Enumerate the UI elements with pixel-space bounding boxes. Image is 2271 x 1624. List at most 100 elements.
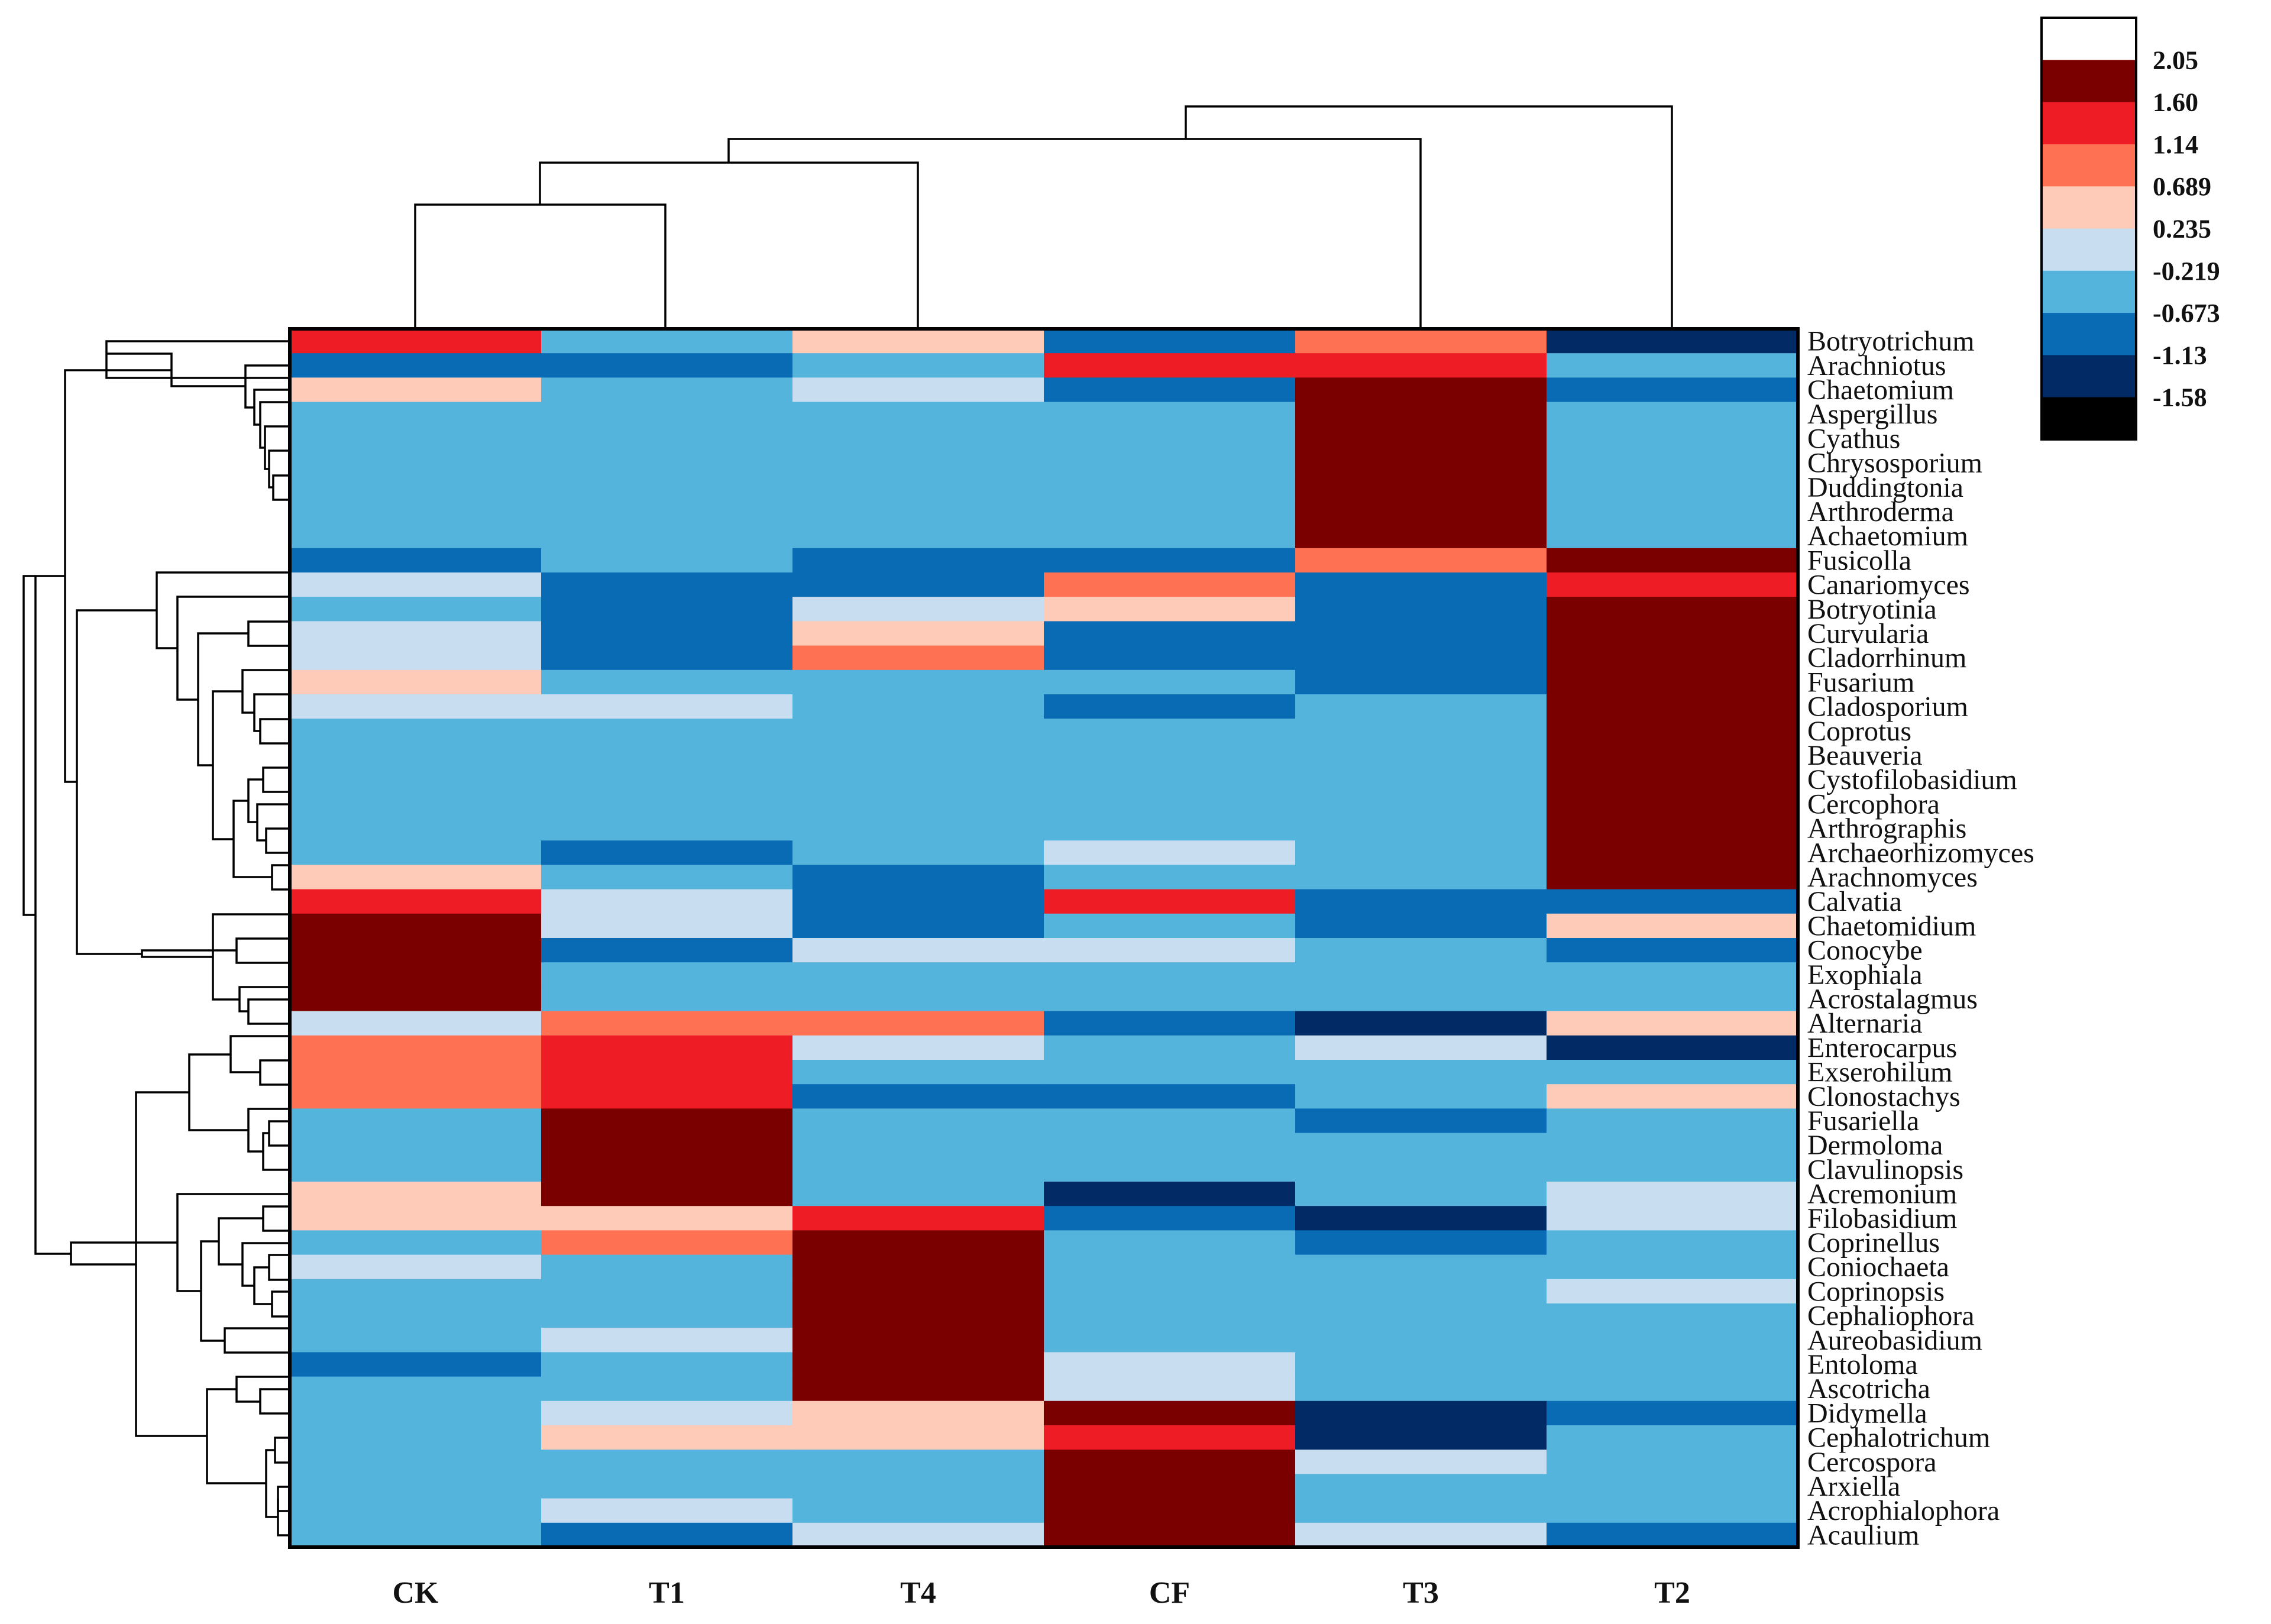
- heatmap-cell-Acaulium-T3: [1295, 1522, 1547, 1548]
- heatmap-cell-Exophiala-CF: [1044, 962, 1296, 987]
- heatmap-cell-Acrostalagmus-T4: [792, 986, 1044, 1012]
- column-dendrogram-branch: [539, 161, 919, 329]
- legend-swatch: [2042, 270, 2136, 313]
- row-dendrogram-branch: [268, 1254, 290, 1281]
- heatmap-cell-Acrophialophora-T4: [792, 1498, 1044, 1523]
- heatmap-cell-Dermoloma-T2: [1547, 1133, 1798, 1158]
- heatmap-cell-Cephaliophora-T1: [541, 1303, 793, 1328]
- heatmap-cell-Coprotus-CF: [1044, 719, 1296, 743]
- heatmap-cell-Cephaliophora-CF: [1044, 1303, 1296, 1328]
- heatmap-cell-Coprotus-T3: [1295, 719, 1547, 743]
- column-dendrogram-branch: [414, 203, 667, 329]
- heatmap-cell-Filobasidium-T4: [792, 1206, 1044, 1231]
- heatmap-cell-Canariomyces-CF: [1044, 572, 1296, 597]
- heatmap-cell-Coprotus-T2: [1547, 719, 1798, 743]
- heatmap-cell-Botryotinia-T2: [1547, 597, 1798, 622]
- heatmap-cell-Arthroderma-T4: [792, 499, 1044, 525]
- row-label-Aureobasidium: Aureobasidium: [1807, 1325, 1982, 1356]
- heatmap-cell-Arxiella-T1: [541, 1474, 793, 1499]
- color-legend: 2.05 1.60 1.14 0.689 0.235 -0.219 -0.673 -1.13 -…: [2040, 17, 2220, 441]
- heatmap-cell-Ascotricha-T4: [792, 1376, 1044, 1402]
- heatmap-cell-Cercospora-T1: [541, 1450, 793, 1474]
- heatmap-cell-Entoloma-T1: [541, 1352, 793, 1377]
- heatmap-cell-Aureobasidium-T4: [792, 1328, 1044, 1353]
- row-label-Enterocarpus: Enterocarpus: [1807, 1032, 1957, 1063]
- heatmap-cell-Coniochaeta-CK: [290, 1254, 542, 1280]
- heatmap-cell-Enterocarpus-T3: [1295, 1035, 1547, 1060]
- legend-swatch: [2042, 102, 2136, 145]
- heatmap-cell-Cyathus-T4: [792, 426, 1044, 451]
- heatmap-cell-Exserohilum-T3: [1295, 1060, 1547, 1085]
- heatmap-cell-Canariomyces-T4: [792, 572, 1044, 597]
- row-label-Exophiala: Exophiala: [1807, 959, 1923, 991]
- heatmap-cell-Cyathus-T1: [541, 426, 793, 451]
- heatmap-cell-Acremonium-CF: [1044, 1182, 1296, 1206]
- heatmap-cell-Coprotus-T4: [792, 719, 1044, 743]
- row-dendrogram-branch: [274, 1437, 290, 1464]
- heatmap-cell-Chaetomidium-CK: [290, 913, 542, 939]
- heatmap-cell-Cladorrhinum-T4: [792, 645, 1044, 671]
- heatmap-cell-Botryotinia-T4: [792, 597, 1044, 622]
- row-dendrogram-branch: [277, 1499, 290, 1536]
- heatmap-cell-Cercophora-T4: [792, 791, 1044, 817]
- heatmap-cell-Duddingtonia-T2: [1547, 475, 1798, 500]
- heatmap-cell-Arachniotus-CK: [290, 353, 542, 378]
- heatmap-cell-Duddingtonia-T3: [1295, 475, 1547, 500]
- heatmap-cell-Arachnomyces-T4: [792, 865, 1044, 890]
- heatmap-cell-Cephalotrichum-T4: [792, 1425, 1044, 1450]
- heatmap-cell-Calvatia-T2: [1547, 889, 1798, 914]
- heatmap-cell-Ascotricha-T1: [541, 1376, 793, 1402]
- row-label-Clonostachys: Clonostachys: [1807, 1081, 1961, 1112]
- heatmap-cell-Cladosporium-T3: [1295, 694, 1547, 719]
- heatmap-cell-Ascotricha-T2: [1547, 1376, 1798, 1402]
- heatmap-cell-Archaeorhizomyces-T1: [541, 840, 793, 865]
- heatmap-cell-Cystofilobasidium-CF: [1044, 767, 1296, 792]
- heatmap-cell-Aspergillus-CF: [1044, 402, 1296, 427]
- heatmap-cell-Achaetomium-T2: [1547, 523, 1798, 549]
- heatmap-cell-Arthrographis-CF: [1044, 816, 1296, 841]
- heatmap-cell-Arachnomyces-T3: [1295, 865, 1547, 890]
- heatmap-cell-Botryotrichum-T2: [1547, 329, 1798, 354]
- row-dendrogram-branch: [212, 690, 242, 840]
- heatmap-cell-Arachnomyces-CK: [290, 865, 542, 890]
- heatmap-cell-Beauveria-CK: [290, 743, 542, 768]
- heatmap-cell-Coprinellus-T1: [541, 1230, 793, 1256]
- heatmap-cell-Beauveria-T2: [1547, 743, 1798, 768]
- heatmap-cell-Clonostachys-CF: [1044, 1084, 1296, 1109]
- heatmap-cell-Cladorrhinum-T3: [1295, 645, 1547, 671]
- heatmap-cell-Alternaria-CK: [290, 1011, 542, 1036]
- heatmap-cell-Fusarium-CK: [290, 669, 542, 695]
- heatmap-cell-Aspergillus-T4: [792, 402, 1044, 427]
- heatmap-cell-Coprinopsis-T1: [541, 1279, 793, 1304]
- heatmap-cell-Conocybe-T2: [1547, 938, 1798, 963]
- heatmap-cell-Didymella-T3: [1295, 1400, 1547, 1426]
- row-label-Chaetomidium: Chaetomidium: [1807, 910, 1976, 942]
- heatmap-cell-Cladorrhinum-T1: [541, 645, 793, 671]
- column-label-T4: T4: [900, 1576, 936, 1610]
- column-dendrogram-branch: [1185, 105, 1673, 329]
- row-label-Arachniotus: Arachniotus: [1807, 350, 1946, 381]
- heatmap-cell-Aureobasidium-T2: [1547, 1328, 1798, 1353]
- heatmap-cell-Duddingtonia-CF: [1044, 475, 1296, 500]
- heatmap-cell-Clavulinopsis-T4: [792, 1157, 1044, 1182]
- heatmap-cell-Coprotus-T1: [541, 719, 793, 743]
- row-label-Coprinopsis: Coprinopsis: [1807, 1276, 1945, 1307]
- heatmap-cell-Arxiella-CF: [1044, 1474, 1296, 1499]
- heatmap-cell-Acaulium-T4: [792, 1522, 1044, 1548]
- row-label-Fusariella: Fusariella: [1807, 1105, 1919, 1137]
- heatmap-cell-Coprinopsis-T3: [1295, 1279, 1547, 1304]
- heatmap-cell-Fusariella-T3: [1295, 1108, 1547, 1134]
- row-label-Alternaria: Alternaria: [1807, 1008, 1923, 1039]
- heatmap-cell-Coprinopsis-CK: [290, 1279, 542, 1304]
- heatmap-cell-Arthrographis-CK: [290, 816, 542, 841]
- heatmap-cell-Arachniotus-T3: [1295, 353, 1547, 378]
- row-label-Achaetomium: Achaetomium: [1807, 520, 1968, 552]
- heatmap-cell-Arxiella-T2: [1547, 1474, 1798, 1499]
- heatmap-cell-Botryotinia-CF: [1044, 597, 1296, 622]
- heatmap-cell-Fusarium-T1: [541, 669, 793, 695]
- heatmap-cell-Entoloma-T2: [1547, 1352, 1798, 1377]
- heatmap-cell-Fusariella-T4: [792, 1108, 1044, 1134]
- heatmap-cell-Ascotricha-CF: [1044, 1376, 1296, 1402]
- heatmap-cell-Acremonium-T1: [541, 1182, 793, 1206]
- heatmap-cell-Didymella-CK: [290, 1400, 542, 1426]
